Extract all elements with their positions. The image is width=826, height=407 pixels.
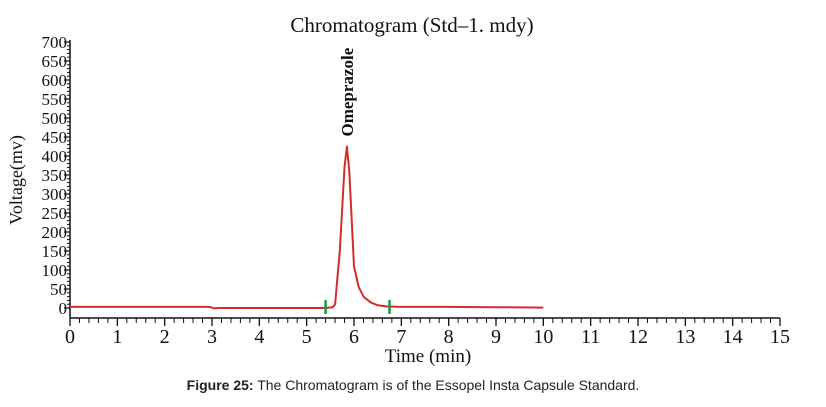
x-tick-label: 0: [65, 326, 75, 348]
chromatogram-chart: Chromatogram (Std–1. mdy) Voltage(mv) Ti…: [6, 13, 790, 367]
y-tick-label: 100: [42, 261, 68, 280]
x-tick-label: 4: [254, 326, 264, 348]
y-tick-label: 400: [42, 147, 68, 166]
figure-caption: Figure 25: The Chromatogram is of the Es…: [0, 377, 826, 393]
x-ticks: 0 1 2 3 4 5 6 7 8 9 10 11 12 13 14 15: [65, 318, 790, 348]
y-tick-label: 350: [42, 166, 68, 185]
x-tick-label: 7: [396, 326, 406, 348]
y-tick-label: 550: [42, 90, 68, 109]
peak-label: Omeprazole: [338, 47, 357, 136]
y-tick-label: 300: [42, 185, 68, 204]
y-tick-label: 250: [42, 204, 68, 223]
caption-text: The Chromatogram is of the Essopel Insta…: [253, 377, 640, 393]
y-tick-label: 0: [59, 299, 68, 318]
x-tick-label: 3: [207, 326, 217, 348]
x-tick-label: 14: [723, 326, 743, 348]
x-tick-label: 10: [533, 326, 553, 348]
x-tick-label: 5: [302, 326, 312, 348]
axes: [69, 40, 780, 319]
y-tick-label: 500: [42, 109, 68, 128]
x-tick-label: 2: [160, 326, 170, 348]
y-tick-label: 50: [50, 280, 67, 299]
chart-title: Chromatogram (Std–1. mdy): [290, 13, 533, 37]
x-tick-label: 11: [581, 326, 600, 348]
x-tick-label: 13: [675, 326, 695, 348]
x-axis-label: Time (min): [385, 346, 471, 367]
x-tick-label: 1: [112, 326, 122, 348]
y-tick-label: 450: [42, 128, 68, 147]
y-tick-label: 650: [42, 52, 68, 71]
caption-label: Figure 25:: [186, 377, 254, 393]
x-tick-label: 12: [628, 326, 648, 348]
annotations: Omeprazole: [338, 47, 357, 136]
y-axis-label: Voltage(mv): [6, 135, 27, 225]
x-tick-label: 8: [444, 326, 454, 348]
x-tick-label: 15: [770, 326, 790, 348]
chromatogram-trace: [70, 145, 544, 310]
y-tick-label: 600: [42, 71, 68, 90]
y-tick-label: 200: [42, 223, 68, 242]
y-ticks: 0501001502002503003504004505005506006507…: [42, 33, 70, 318]
y-tick-label: 700: [42, 33, 68, 52]
integration-markers: [324, 300, 391, 314]
series-group: [70, 145, 544, 310]
x-tick-label: 6: [349, 326, 359, 348]
x-tick-label: 9: [491, 326, 501, 348]
y-tick-label: 150: [42, 242, 68, 261]
